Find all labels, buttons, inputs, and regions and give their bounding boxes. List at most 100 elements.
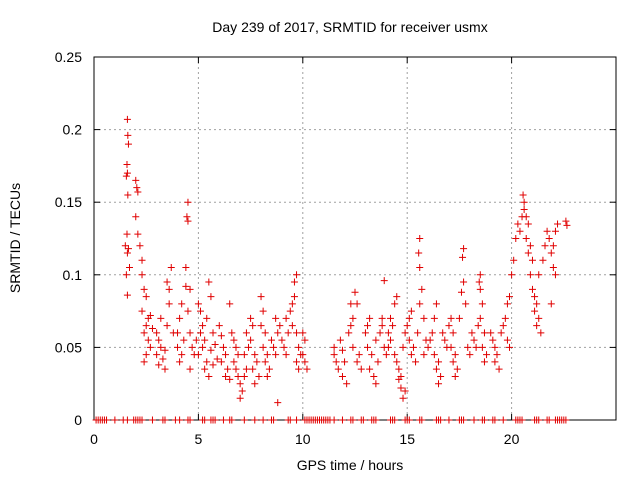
data-point [491, 343, 499, 351]
zero-value-point [330, 416, 338, 424]
data-point [255, 372, 263, 380]
data-point [512, 235, 520, 242]
data-point [549, 242, 557, 250]
data-point [453, 365, 461, 373]
data-point [211, 340, 219, 348]
data-point [295, 365, 303, 373]
data-point [295, 343, 303, 351]
data-point [180, 336, 188, 344]
data-point [424, 343, 432, 351]
data-point [468, 329, 476, 337]
data-point [205, 372, 213, 380]
data-point [384, 343, 392, 351]
data-point [462, 300, 470, 308]
data-point [178, 300, 186, 308]
data-point [157, 314, 165, 322]
data-point [395, 365, 403, 373]
data-point [478, 343, 486, 351]
data-point [263, 351, 271, 359]
zero-value-point [359, 416, 367, 424]
data-point [470, 336, 478, 344]
data-point [435, 358, 443, 366]
data-point [374, 358, 382, 366]
data-point [378, 314, 386, 322]
data-point [123, 249, 131, 257]
data-point [401, 387, 409, 395]
data-point [133, 184, 141, 192]
data-point [401, 329, 409, 337]
y-tick-label: 0.05 [55, 339, 82, 355]
data-point [234, 351, 242, 359]
data-point [165, 285, 173, 293]
data-point [226, 300, 234, 308]
zero-value-point [518, 416, 526, 424]
data-point [146, 343, 154, 351]
data-point [476, 314, 484, 322]
data-point [140, 285, 148, 293]
zero-value-point [391, 416, 399, 424]
data-point [194, 351, 202, 359]
data-point [203, 358, 211, 366]
data-point [405, 314, 413, 322]
data-point [506, 343, 514, 351]
data-point [499, 322, 507, 330]
data-point [301, 358, 309, 366]
data-point [153, 351, 161, 359]
data-point [293, 271, 301, 279]
data-point [184, 198, 192, 206]
data-point [451, 372, 459, 380]
data-point [280, 343, 288, 351]
data-point [121, 242, 129, 250]
data-point [345, 329, 353, 337]
data-point [184, 307, 192, 315]
zero-value-point [103, 416, 111, 424]
data-point [174, 343, 182, 351]
zero-value-point [562, 416, 570, 424]
data-point [122, 172, 130, 180]
zero-value-point [211, 416, 219, 424]
data-point [247, 336, 255, 344]
data-point [157, 343, 165, 351]
data-point [539, 256, 547, 264]
zero-value-point [161, 416, 169, 424]
data-point [125, 264, 133, 272]
zero-value-point [418, 416, 426, 424]
data-point [338, 346, 346, 354]
data-point [430, 314, 438, 322]
data-point [182, 264, 190, 272]
data-point [526, 271, 534, 279]
data-point [184, 217, 192, 225]
data-point [403, 322, 411, 330]
y-tick-label: 0 [74, 412, 82, 428]
data-point [123, 169, 131, 177]
data-point [439, 329, 447, 337]
data-point [134, 230, 142, 238]
data-point [528, 285, 536, 293]
y-axis-label: SRMTID / TECUs [7, 183, 23, 293]
data-point [209, 361, 217, 369]
data-point [155, 361, 163, 369]
data-point [562, 217, 570, 225]
data-point [282, 314, 290, 322]
data-point [138, 256, 146, 264]
data-point [386, 314, 394, 322]
data-point [416, 235, 424, 242]
data-point [134, 188, 142, 196]
data-point [124, 191, 132, 199]
data-point [123, 230, 131, 238]
data-point [194, 300, 202, 308]
data-point [551, 227, 559, 235]
data-point [272, 314, 280, 322]
data-point [242, 365, 250, 373]
data-point [301, 336, 309, 344]
data-point [428, 329, 436, 337]
data-point [466, 351, 474, 359]
data-point [420, 351, 428, 359]
data-point [330, 351, 338, 359]
zero-value-point [138, 416, 146, 424]
y-tick-label: 0.15 [55, 194, 82, 210]
data-point [232, 343, 240, 351]
data-point [447, 343, 455, 351]
data-point [501, 314, 509, 322]
data-point [460, 278, 468, 286]
